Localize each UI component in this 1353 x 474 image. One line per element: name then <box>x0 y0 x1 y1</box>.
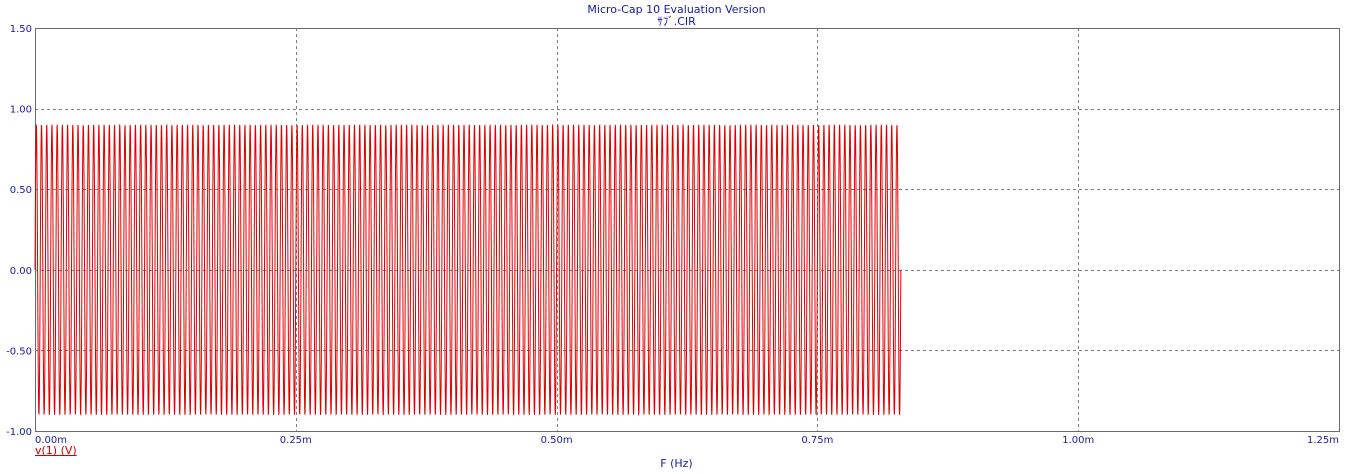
x-tick-label: 1.00m <box>1062 435 1094 446</box>
y-tick-label: 0.00 <box>10 266 32 277</box>
x-tick-label: 0.50m <box>541 435 573 446</box>
x-axis-label: F (Hz) <box>660 457 693 470</box>
legend-series-v1[interactable]: v(1) (V) <box>35 444 77 457</box>
chart-subtitle: ｻﾌﾞ.CIR <box>657 15 696 28</box>
x-tick-label: 0.25m <box>280 435 312 446</box>
chart-title: Micro-Cap 10 Evaluation Version <box>587 3 766 16</box>
y-tick-label: -0.50 <box>6 346 32 357</box>
x-axis-ticks: 0.00m 0.25m 0.50m 0.75m 1.00m 1.25m <box>35 435 1339 446</box>
x-tick-label: 1.25m <box>1307 435 1339 446</box>
y-tick-label: 0.50 <box>10 185 32 196</box>
x-tick-label: 0.75m <box>801 435 833 446</box>
x-tick-label: 0.00m <box>35 435 67 446</box>
series-line-v1 <box>34 123 902 417</box>
y-axis-ticks: 1.50 1.00 0.50 0.00 -0.50 -1.00 <box>6 24 32 438</box>
y-tick-label: -1.00 <box>6 427 32 438</box>
y-tick-label: 1.00 <box>10 105 32 116</box>
y-tick-label: 1.50 <box>10 24 32 35</box>
